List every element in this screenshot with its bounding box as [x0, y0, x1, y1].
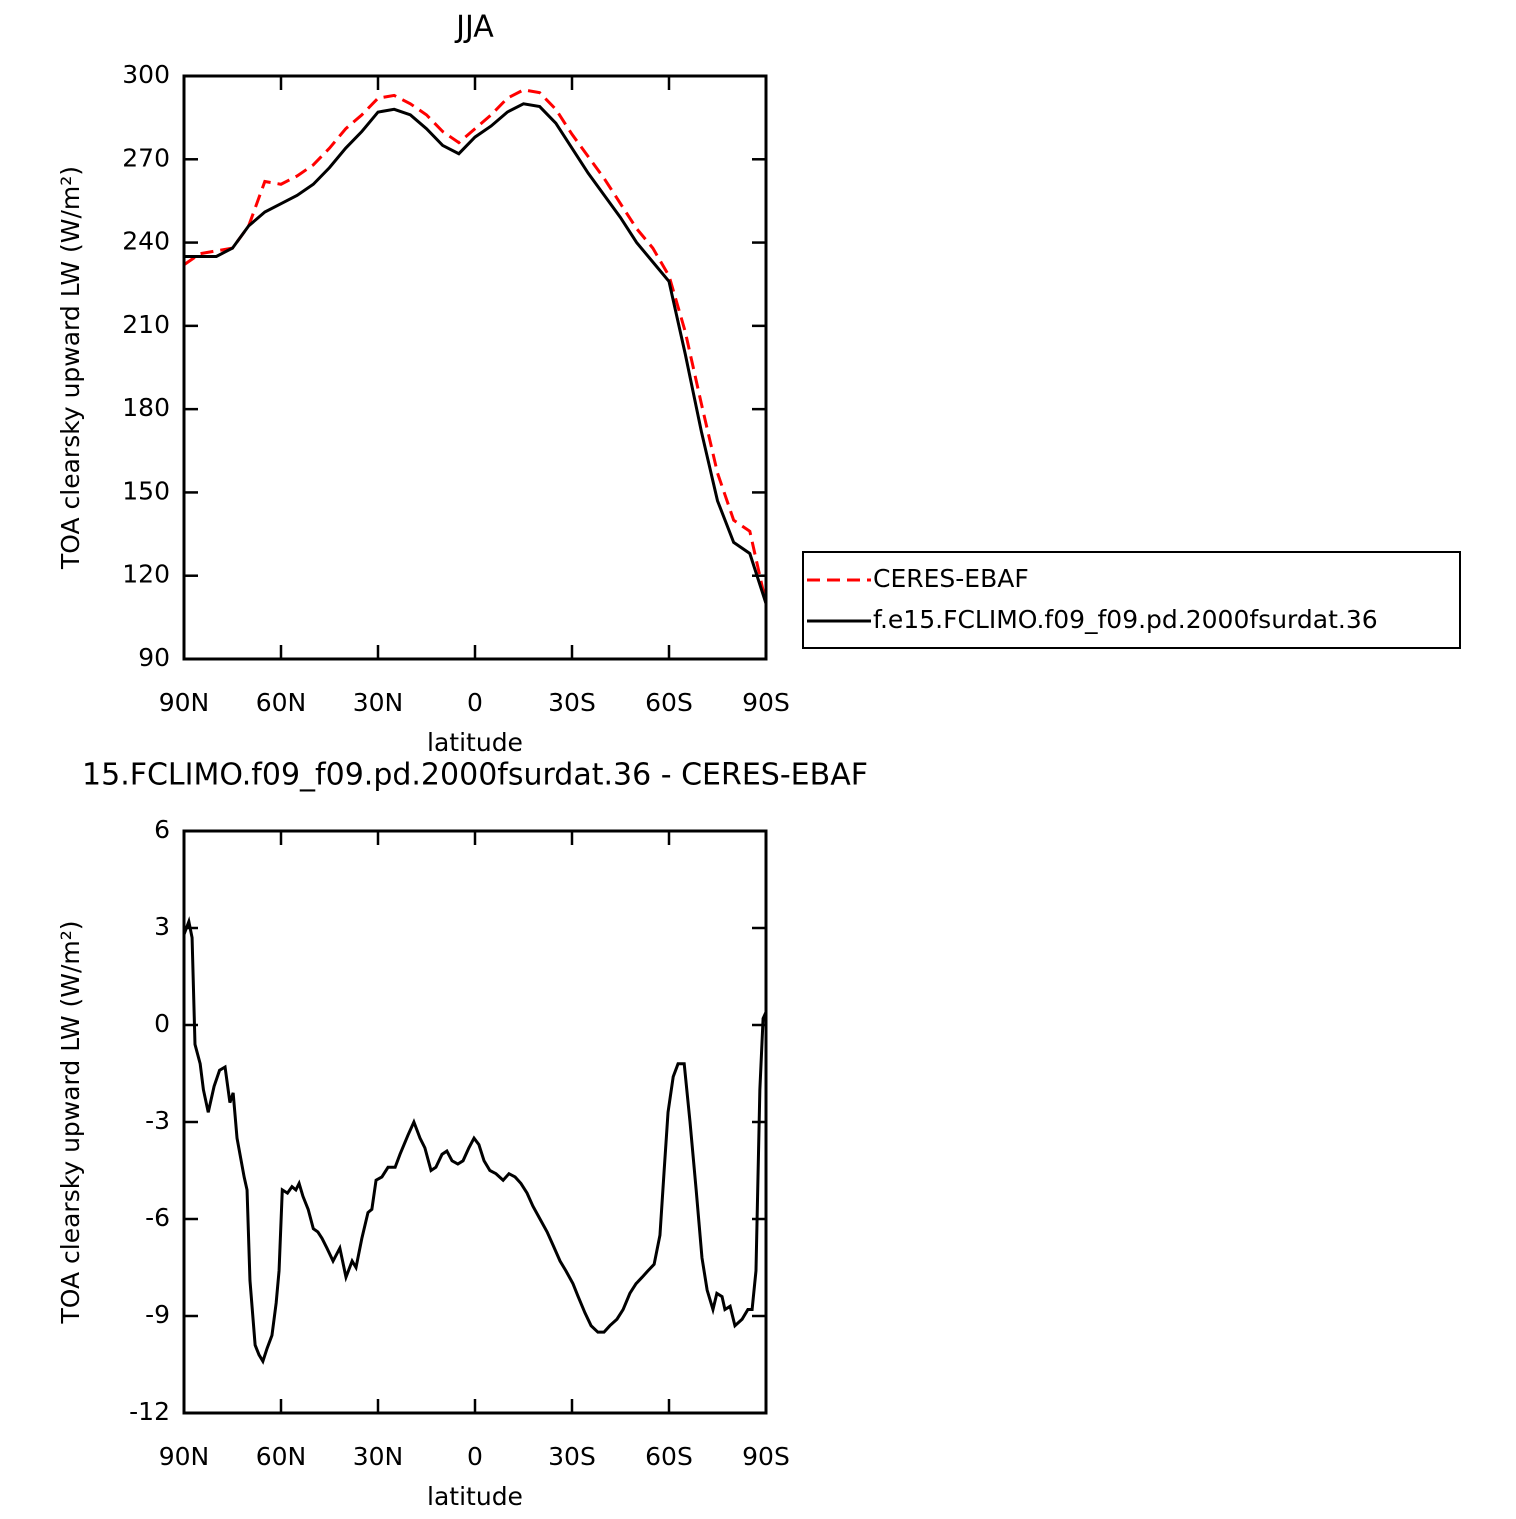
- y-axis-label: TOA clearsky upward LW (W/m²): [56, 920, 85, 1324]
- x-tick-label: 30N: [353, 688, 404, 717]
- x-tick-label: 90S: [742, 688, 790, 717]
- data-line: [182, 916, 768, 1365]
- x-tick-label: 90N: [159, 1442, 210, 1471]
- data-line: [184, 102, 768, 604]
- x-tick-label: 90N: [159, 688, 210, 717]
- y-tick-label: 270: [122, 143, 170, 172]
- x-tick-label: 90S: [742, 1442, 790, 1471]
- chart-title: 15.FCLIMO.f09_f09.pd.2000fsurdat.36 - CE…: [82, 758, 868, 793]
- legend-label: CERES-EBAF: [873, 564, 1029, 593]
- y-axis-label: TOA clearsky upward LW (W/m²): [56, 166, 85, 570]
- x-axis-label: latitude: [427, 728, 523, 757]
- legend-box: [802, 551, 1461, 649]
- y-tick-label: -3: [145, 1106, 170, 1135]
- legend-label: f.e15.FCLIMO.f09_f09.pd.2000fsurdat.36: [873, 605, 1378, 634]
- y-tick-label: -12: [129, 1397, 170, 1426]
- x-tick-label: 60S: [645, 688, 693, 717]
- x-tick-label: 60N: [256, 688, 307, 717]
- y-tick-label: -9: [145, 1300, 170, 1329]
- y-tick-label: 120: [122, 560, 170, 589]
- y-tick-label: 240: [122, 227, 170, 256]
- x-tick-label: 0: [467, 688, 483, 717]
- y-tick-label: 0: [154, 1009, 170, 1038]
- y-tick-label: 90: [138, 643, 170, 672]
- y-tick-label: 150: [122, 476, 170, 505]
- chart-title: JJA: [454, 10, 494, 45]
- y-tick-label: 3: [154, 912, 170, 941]
- y-tick-label: 300: [122, 60, 170, 89]
- data-line: [183, 88, 768, 604]
- x-tick-label: 30N: [353, 1442, 404, 1471]
- plot-frame: [182, 829, 768, 1415]
- y-tick-label: 210: [122, 310, 170, 339]
- plot-frame: [182, 74, 768, 661]
- y-tick-label: -6: [145, 1203, 170, 1232]
- x-tick-label: 30S: [548, 688, 596, 717]
- y-tick-label: 6: [154, 815, 170, 844]
- x-tick-label: 60S: [645, 1442, 693, 1471]
- x-axis-label: latitude: [427, 1482, 523, 1511]
- x-tick-label: 60N: [256, 1442, 307, 1471]
- x-tick-label: 30S: [548, 1442, 596, 1471]
- x-tick-label: 0: [467, 1442, 483, 1471]
- y-tick-label: 180: [122, 393, 170, 422]
